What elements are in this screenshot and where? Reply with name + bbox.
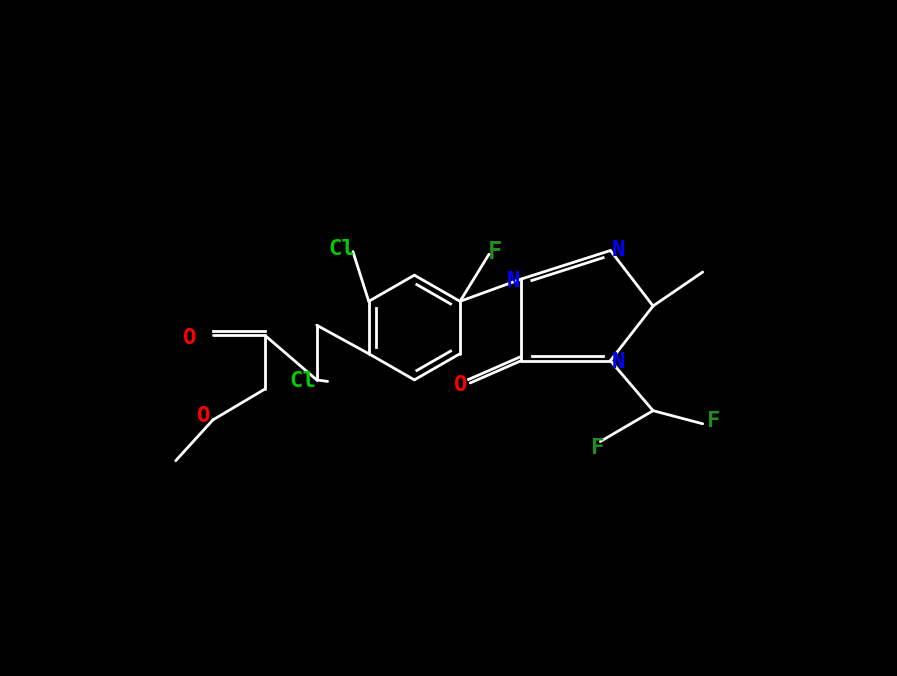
- Text: Cl: Cl: [328, 239, 355, 258]
- Text: F: F: [707, 411, 720, 431]
- Text: N: N: [612, 240, 625, 260]
- Text: N: N: [612, 352, 625, 372]
- Text: F: F: [488, 240, 502, 264]
- Text: O: O: [454, 375, 467, 395]
- Text: Cl: Cl: [290, 371, 316, 391]
- Text: O: O: [196, 406, 210, 426]
- Text: F: F: [590, 437, 604, 458]
- Text: O: O: [183, 328, 196, 347]
- Text: N: N: [507, 270, 520, 291]
